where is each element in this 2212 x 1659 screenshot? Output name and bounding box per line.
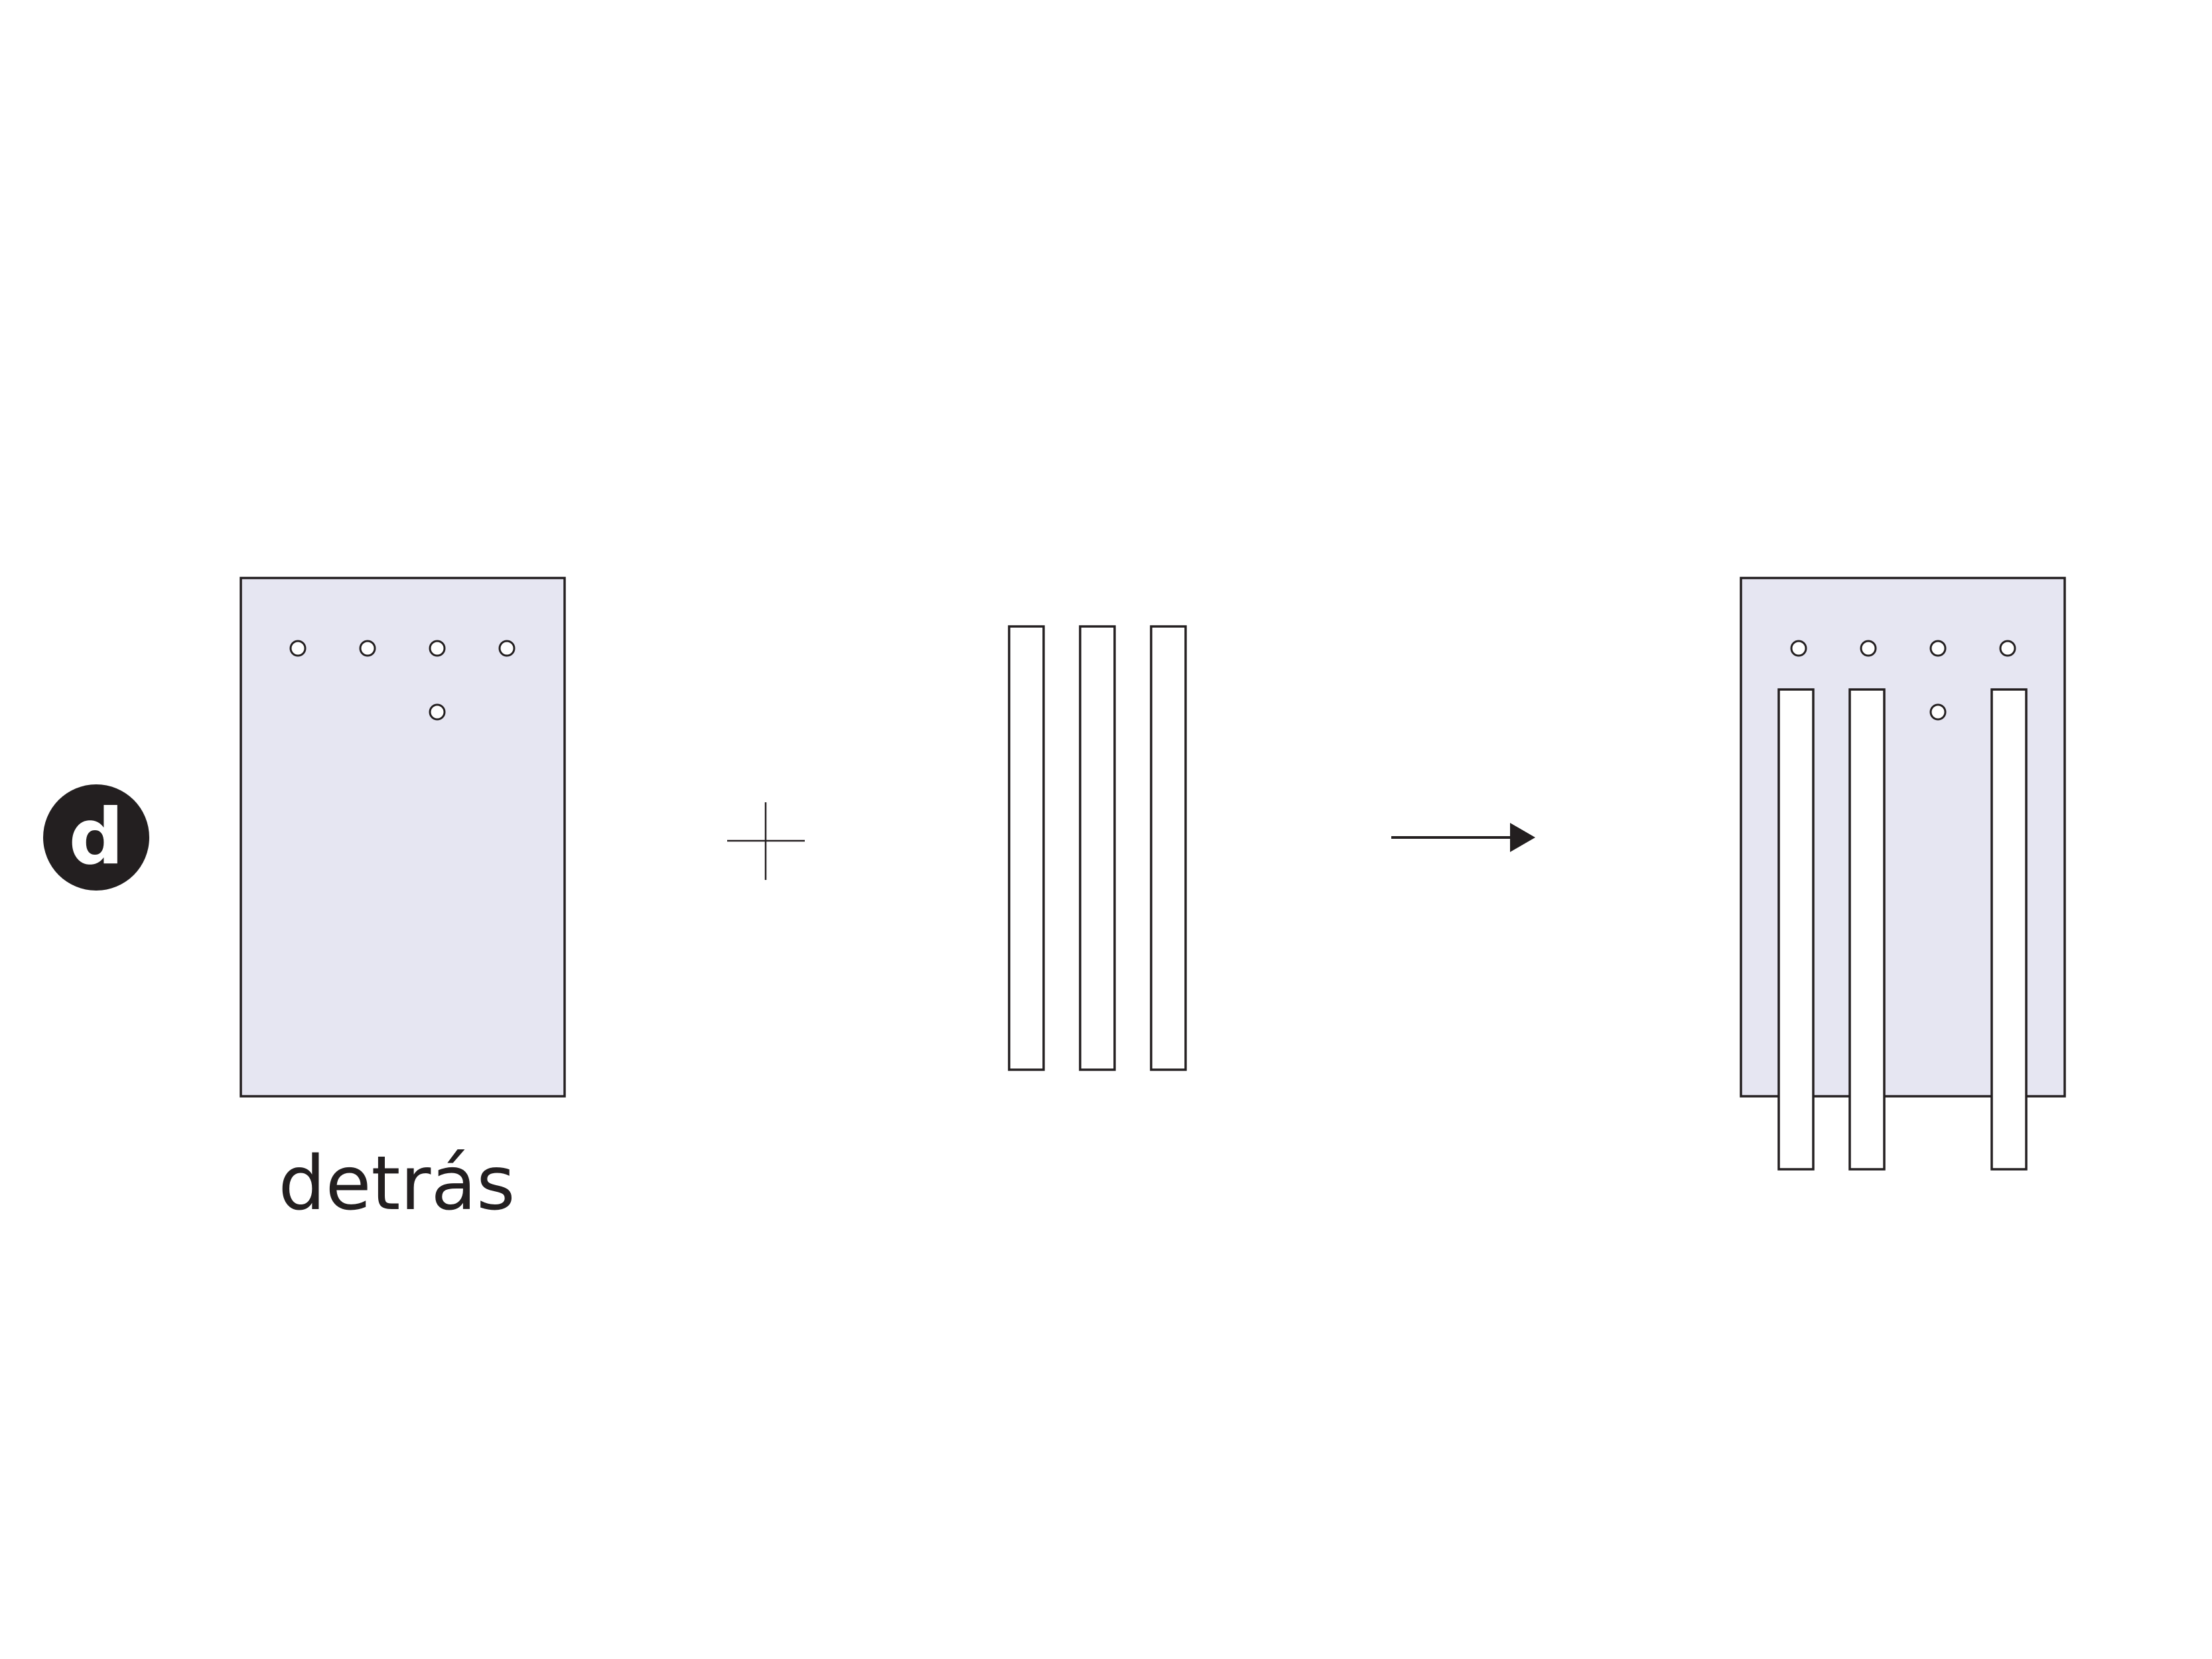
hole [1860,640,1877,657]
attached-strip [1777,688,1815,1171]
hole [289,640,307,657]
step-badge-label: d [68,792,123,882]
step-badge-circle [43,784,149,891]
strip [1079,625,1116,1071]
hole [1790,640,1807,657]
strips-group [1008,625,1187,1071]
back-panel-caption: detrás [279,1141,516,1227]
hole [429,703,446,721]
hole [1929,703,1947,721]
hole [429,640,446,657]
step-badge: d [43,784,149,891]
arrow-right-icon [1391,823,1535,852]
hole [359,640,376,657]
plus-icon [727,802,805,880]
attached-strip [1848,688,1886,1171]
assembled-panel [1740,577,2066,1171]
strip [1008,625,1045,1071]
hole [1929,640,1947,657]
strip [1150,625,1187,1071]
hole [498,640,516,657]
attached-strip [1990,688,2028,1171]
back-panel-body [240,577,566,1098]
back-panel [240,577,566,1098]
hole [1999,640,2016,657]
